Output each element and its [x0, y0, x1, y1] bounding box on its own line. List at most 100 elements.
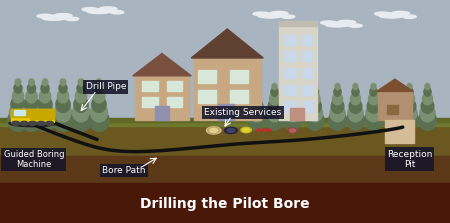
Ellipse shape [270, 11, 288, 15]
Ellipse shape [400, 111, 418, 130]
Ellipse shape [286, 99, 299, 113]
Ellipse shape [225, 127, 237, 134]
Ellipse shape [331, 99, 344, 113]
Bar [166, 97, 182, 107]
Ellipse shape [403, 99, 416, 113]
Bar [16, 120, 20, 126]
Ellipse shape [35, 109, 55, 132]
Bar [198, 90, 216, 103]
Polygon shape [191, 29, 263, 58]
Ellipse shape [349, 24, 362, 27]
Ellipse shape [15, 79, 21, 86]
Ellipse shape [389, 83, 394, 90]
Ellipse shape [45, 121, 54, 125]
Bar [142, 81, 158, 91]
Ellipse shape [289, 129, 296, 132]
Bar [155, 106, 169, 120]
Ellipse shape [406, 88, 413, 96]
Ellipse shape [367, 99, 380, 113]
Ellipse shape [74, 96, 88, 112]
Ellipse shape [110, 10, 124, 14]
Bar [61, 120, 65, 126]
Text: Drilling the Pilot Bore: Drilling the Pilot Bore [140, 197, 310, 211]
Bar [290, 108, 304, 120]
Bar [336, 120, 339, 126]
Bar [31, 109, 54, 119]
Ellipse shape [93, 90, 105, 103]
Ellipse shape [310, 93, 320, 105]
Ellipse shape [257, 13, 283, 18]
Ellipse shape [12, 90, 24, 103]
Ellipse shape [288, 128, 297, 133]
Ellipse shape [82, 8, 98, 11]
Ellipse shape [24, 96, 39, 112]
Ellipse shape [387, 93, 396, 105]
Ellipse shape [26, 90, 37, 103]
Ellipse shape [253, 12, 269, 16]
Ellipse shape [54, 103, 72, 122]
Ellipse shape [312, 83, 318, 90]
Bar [302, 51, 313, 61]
Polygon shape [133, 54, 191, 76]
Ellipse shape [96, 79, 102, 86]
Bar [166, 81, 182, 91]
Ellipse shape [267, 129, 271, 131]
Ellipse shape [256, 129, 261, 131]
Ellipse shape [366, 105, 381, 122]
Ellipse shape [369, 93, 378, 105]
Ellipse shape [243, 128, 250, 132]
Ellipse shape [420, 105, 435, 122]
Ellipse shape [250, 99, 263, 113]
Polygon shape [377, 79, 413, 91]
Ellipse shape [425, 83, 430, 90]
Ellipse shape [22, 109, 42, 132]
Bar [284, 68, 296, 78]
Ellipse shape [352, 88, 359, 96]
Bar [198, 70, 216, 83]
Ellipse shape [284, 111, 302, 130]
Ellipse shape [272, 83, 277, 90]
Ellipse shape [335, 83, 340, 90]
Ellipse shape [90, 103, 108, 122]
Bar [0, 183, 450, 223]
Ellipse shape [207, 127, 221, 134]
Ellipse shape [281, 15, 295, 19]
Text: Bore Path: Bore Path [102, 166, 145, 175]
Ellipse shape [285, 105, 300, 122]
Bar [279, 22, 317, 120]
Ellipse shape [37, 14, 53, 18]
Ellipse shape [23, 103, 40, 122]
Bar [97, 120, 101, 126]
Bar [43, 120, 47, 126]
Bar [279, 21, 317, 26]
Ellipse shape [333, 93, 342, 105]
Bar [11, 109, 31, 117]
Bar [230, 90, 248, 103]
Bar [255, 120, 258, 126]
Ellipse shape [78, 79, 84, 86]
Bar [426, 120, 429, 126]
Ellipse shape [328, 111, 346, 130]
Ellipse shape [364, 111, 382, 130]
Bar [372, 120, 375, 126]
Ellipse shape [54, 14, 72, 18]
Ellipse shape [349, 99, 362, 113]
Ellipse shape [95, 83, 103, 93]
Ellipse shape [370, 88, 377, 96]
Ellipse shape [208, 128, 220, 133]
Ellipse shape [92, 96, 106, 112]
Ellipse shape [402, 105, 417, 122]
Ellipse shape [56, 96, 70, 112]
Ellipse shape [14, 83, 22, 93]
Bar [11, 109, 54, 122]
Ellipse shape [99, 7, 117, 11]
Ellipse shape [334, 88, 341, 96]
Ellipse shape [421, 99, 434, 113]
Ellipse shape [75, 90, 87, 103]
Ellipse shape [266, 111, 284, 130]
Bar [302, 35, 313, 45]
Text: Existing Services: Existing Services [204, 108, 282, 117]
Ellipse shape [41, 15, 67, 20]
Ellipse shape [267, 105, 282, 122]
Ellipse shape [374, 12, 391, 16]
